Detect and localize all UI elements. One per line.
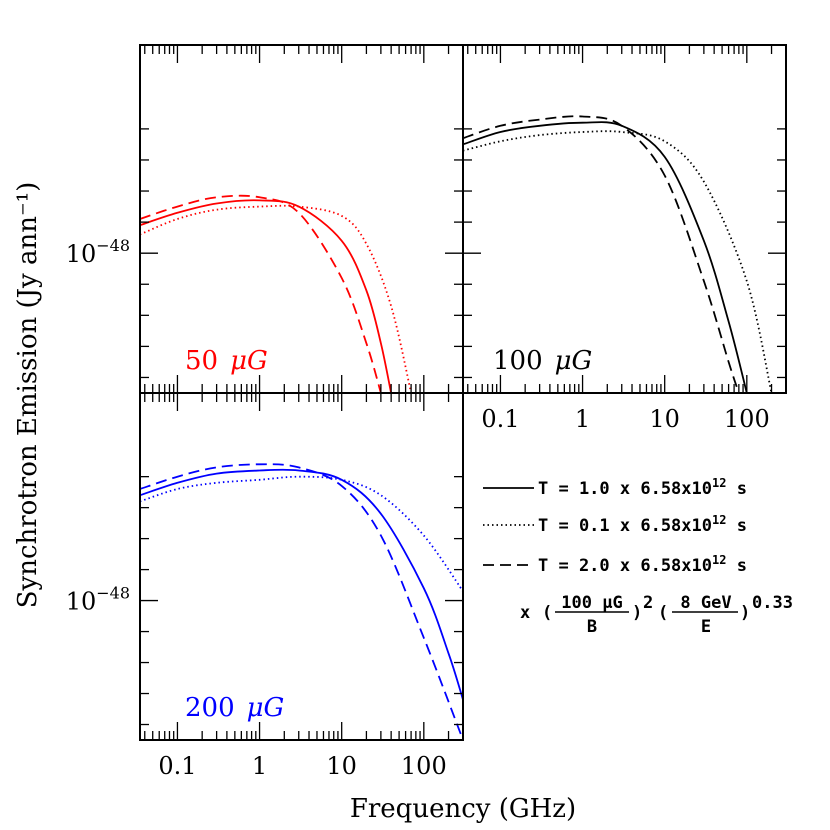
panel-label-50uG: 50 μG [185,346,268,376]
x-tick-labels-100uG: 0.1 1 10 100 [481,405,769,433]
x-tick-label: 100 [401,752,447,780]
x-tick-label: 10 [326,752,357,780]
x-ticks-50uG [144,45,464,393]
y-ticks-100uG [463,128,786,379]
svg-text:(: ( [542,603,552,623]
panel-100uG: 100 μG 0.1 1 10 100 [462,44,787,433]
x-tick-label: 100 [724,405,770,433]
y-axis-title: Synchrotron Emission (Jy ann⁻¹) [13,182,43,609]
panel-frame-200uG [139,392,464,741]
panel-label-value: 50 [185,346,218,376]
panel-label-unit: μG [247,693,285,723]
legend-label-solid: T = 1.0 x 6.58x1012 s [538,476,747,499]
svg-text:x: x [520,603,530,623]
y-ticks-50uG [140,128,463,379]
panel-label-unit: μG [555,346,593,376]
series-line-200uG-solid [140,468,463,700]
svg-text:8 GeV: 8 GeV [680,593,731,613]
x-tick-label: 0.1 [158,752,196,780]
series-line-100uG-dashed [463,115,740,393]
y-ticks-200uG [140,476,463,726]
legend-label-dashed: T = 2.0 x 6.58x1012 s [538,553,747,576]
series-line-100uG-solid [463,121,748,393]
x-tick-labels-200uG: 0.1 1 10 100 [158,752,446,780]
svg-text:0.33: 0.33 [752,593,793,613]
panel-50uG: 50 μG 10−48 [66,44,464,394]
panel-label-200uG: 200 μG [185,693,284,723]
legend: T = 1.0 x 6.58x1012 s T = 0.1 x 6.58x1012… [483,476,793,637]
svg-text:2: 2 [643,593,653,613]
panel-label-value: 100 [493,346,543,376]
y-tick-label-200uG: 10−48 [66,584,130,616]
x-ticks-200uG [144,393,464,740]
svg-text:): ) [740,603,750,623]
x-axis-title: Frequency (GHz) [350,794,576,824]
svg-text:E: E [701,617,711,637]
svg-text:): ) [632,603,642,623]
panel-frame-50uG [139,44,464,394]
panel-label-100uG: 100 μG [493,346,592,376]
panel-200uG: 200 μG 10−48 0.1 1 10 100 [66,392,464,780]
x-ticks-100uG [467,45,787,393]
y-tick-label-50uG: 10−48 [66,236,130,268]
x-tick-label: 1 [575,405,590,433]
series-line-50uG-dashed [140,194,382,393]
panel-frame-100uG [462,44,787,394]
panel-label-value: 200 [185,693,235,723]
legend-label-dotted: T = 0.1 x 6.58x1012 s [538,513,747,536]
series-line-200uG-dashed [140,463,463,740]
x-tick-label: 0.1 [481,405,519,433]
svg-text:(: ( [658,603,668,623]
svg-text:B: B [587,617,597,637]
x-tick-label: 1 [252,752,267,780]
series-line-200uG-dotted [140,475,463,592]
panel-label-unit: μG [230,346,268,376]
series-line-50uG-dotted [140,204,412,393]
svg-text:100 μG: 100 μG [561,593,622,613]
x-tick-label: 10 [649,405,680,433]
